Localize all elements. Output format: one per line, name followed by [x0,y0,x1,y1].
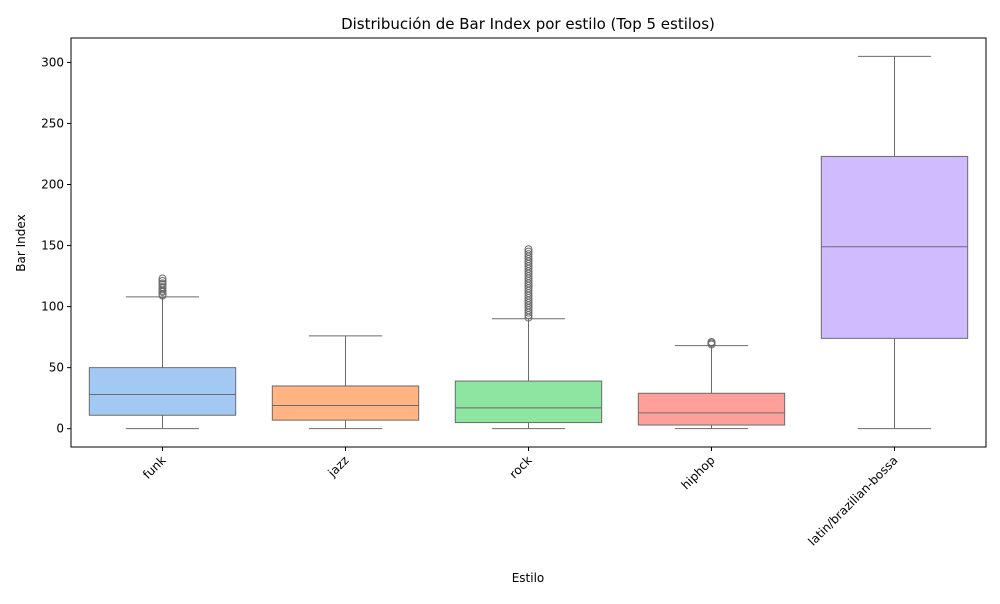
y-tick-label: 250 [41,116,64,130]
iqr-box [820,155,969,339]
iqr-box [88,367,237,416]
outlier-point [158,274,167,283]
iqr-box [454,380,603,424]
box-group-hiphop [637,338,786,430]
outlier-point [158,279,167,288]
y-tick-label: 50 [49,361,64,375]
y-axis-label: Bar Index [14,214,28,271]
y-tick-label: 200 [41,178,64,192]
x-tick-label: jazz [325,453,352,480]
box-group-rock [454,245,603,430]
outlier-point [707,338,716,347]
y-tick-label: 100 [41,300,64,314]
chart-title: Distribución de Bar Index por estilo (To… [341,15,715,33]
outlier-point [158,276,167,285]
outlier-point [524,247,533,256]
x-tick-label: funk [140,453,169,482]
x-tick-label: rock [507,453,535,481]
outlier-point [524,250,533,259]
iqr-box [637,392,786,426]
plot-area: 0 50 100 150 200 250 300 funk jazz rock hiphop lati… [41,37,987,548]
y-tick-label: 300 [41,55,64,69]
x-axis-label: Estilo [512,571,545,585]
x-tick-label: hiphop [679,453,718,492]
box-group-funk [88,274,237,430]
box-group-latin-brazilian-bossa [820,55,969,430]
box-group-jazz [271,335,420,430]
x-tick-label: latin/brazilian-bossa [805,453,900,548]
y-tick-label: 0 [56,422,64,436]
iqr-box [271,385,420,421]
outlier-point [158,283,167,292]
outlier-point [524,245,533,254]
y-tick-label: 150 [41,239,64,253]
